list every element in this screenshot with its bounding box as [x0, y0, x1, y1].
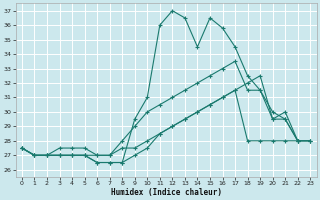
- X-axis label: Humidex (Indice chaleur): Humidex (Indice chaleur): [111, 188, 221, 197]
